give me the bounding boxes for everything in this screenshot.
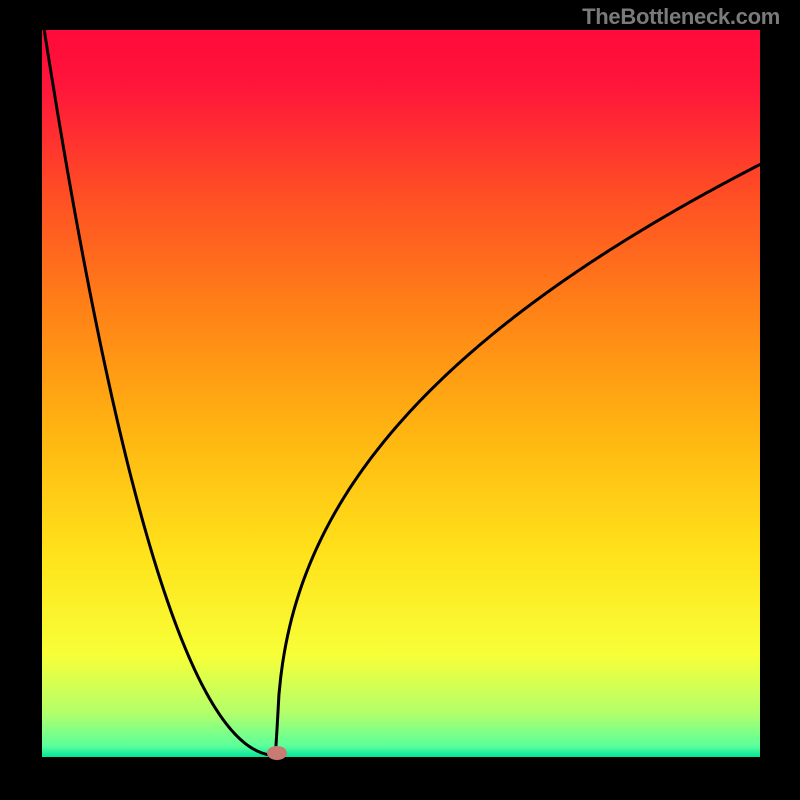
curve-minimum-marker bbox=[267, 746, 287, 760]
watermark-text: TheBottleneck.com bbox=[582, 4, 780, 30]
chart-curve-svg bbox=[42, 30, 760, 757]
chart-curve-path bbox=[42, 30, 760, 756]
chart-container: TheBottleneck.com bbox=[0, 0, 800, 800]
